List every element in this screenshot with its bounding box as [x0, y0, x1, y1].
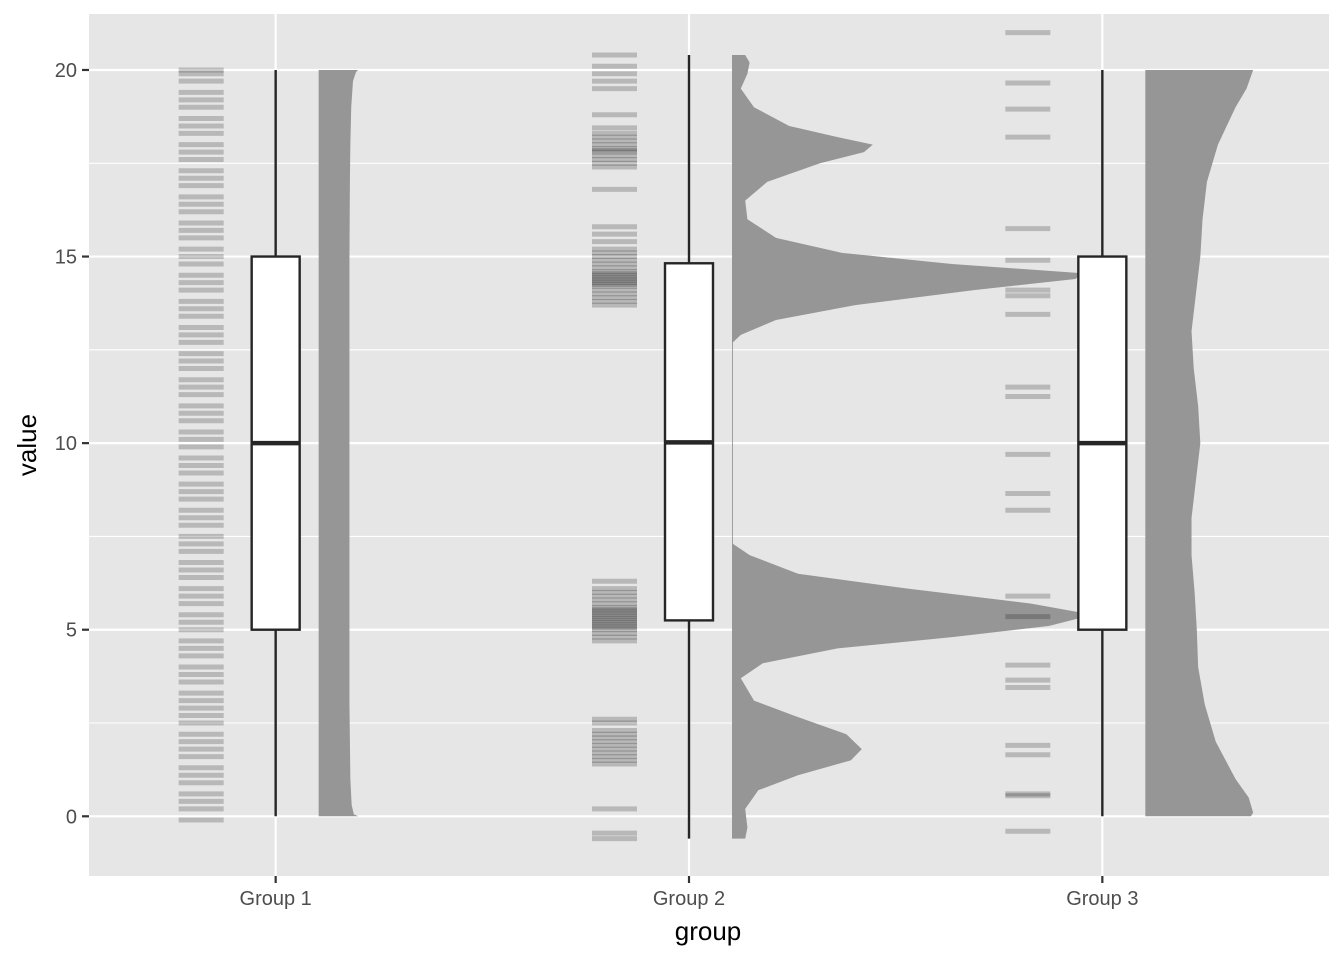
y-tick-label: 0 — [66, 806, 77, 828]
group-1 — [178, 67, 359, 823]
density-half-violin — [318, 69, 359, 817]
group-3 — [1005, 30, 1254, 834]
y-tick-label: 15 — [55, 247, 77, 269]
series-layer — [178, 30, 1254, 842]
y-tick-label: 10 — [55, 433, 77, 455]
x-tick-label: Group 3 — [1066, 888, 1138, 910]
y-tick-label: 5 — [66, 620, 77, 642]
x-axis: Group 1 Group 2 Group 3 — [240, 876, 1138, 910]
density-half-violin — [1145, 69, 1254, 817]
rug-marks — [178, 67, 224, 823]
x-tick-label: Group 1 — [240, 888, 312, 910]
y-tick-label: 20 — [55, 60, 77, 82]
y-axis-title: value — [12, 414, 42, 476]
rug-marks — [1005, 30, 1051, 834]
x-axis-title: group — [675, 916, 742, 946]
density-half-violin — [732, 55, 1093, 839]
group-2 — [592, 52, 1093, 842]
rug-marks — [592, 52, 637, 842]
y-axis: 0 5 10 15 20 — [55, 60, 89, 828]
x-tick-label: Group 2 — [653, 888, 725, 910]
